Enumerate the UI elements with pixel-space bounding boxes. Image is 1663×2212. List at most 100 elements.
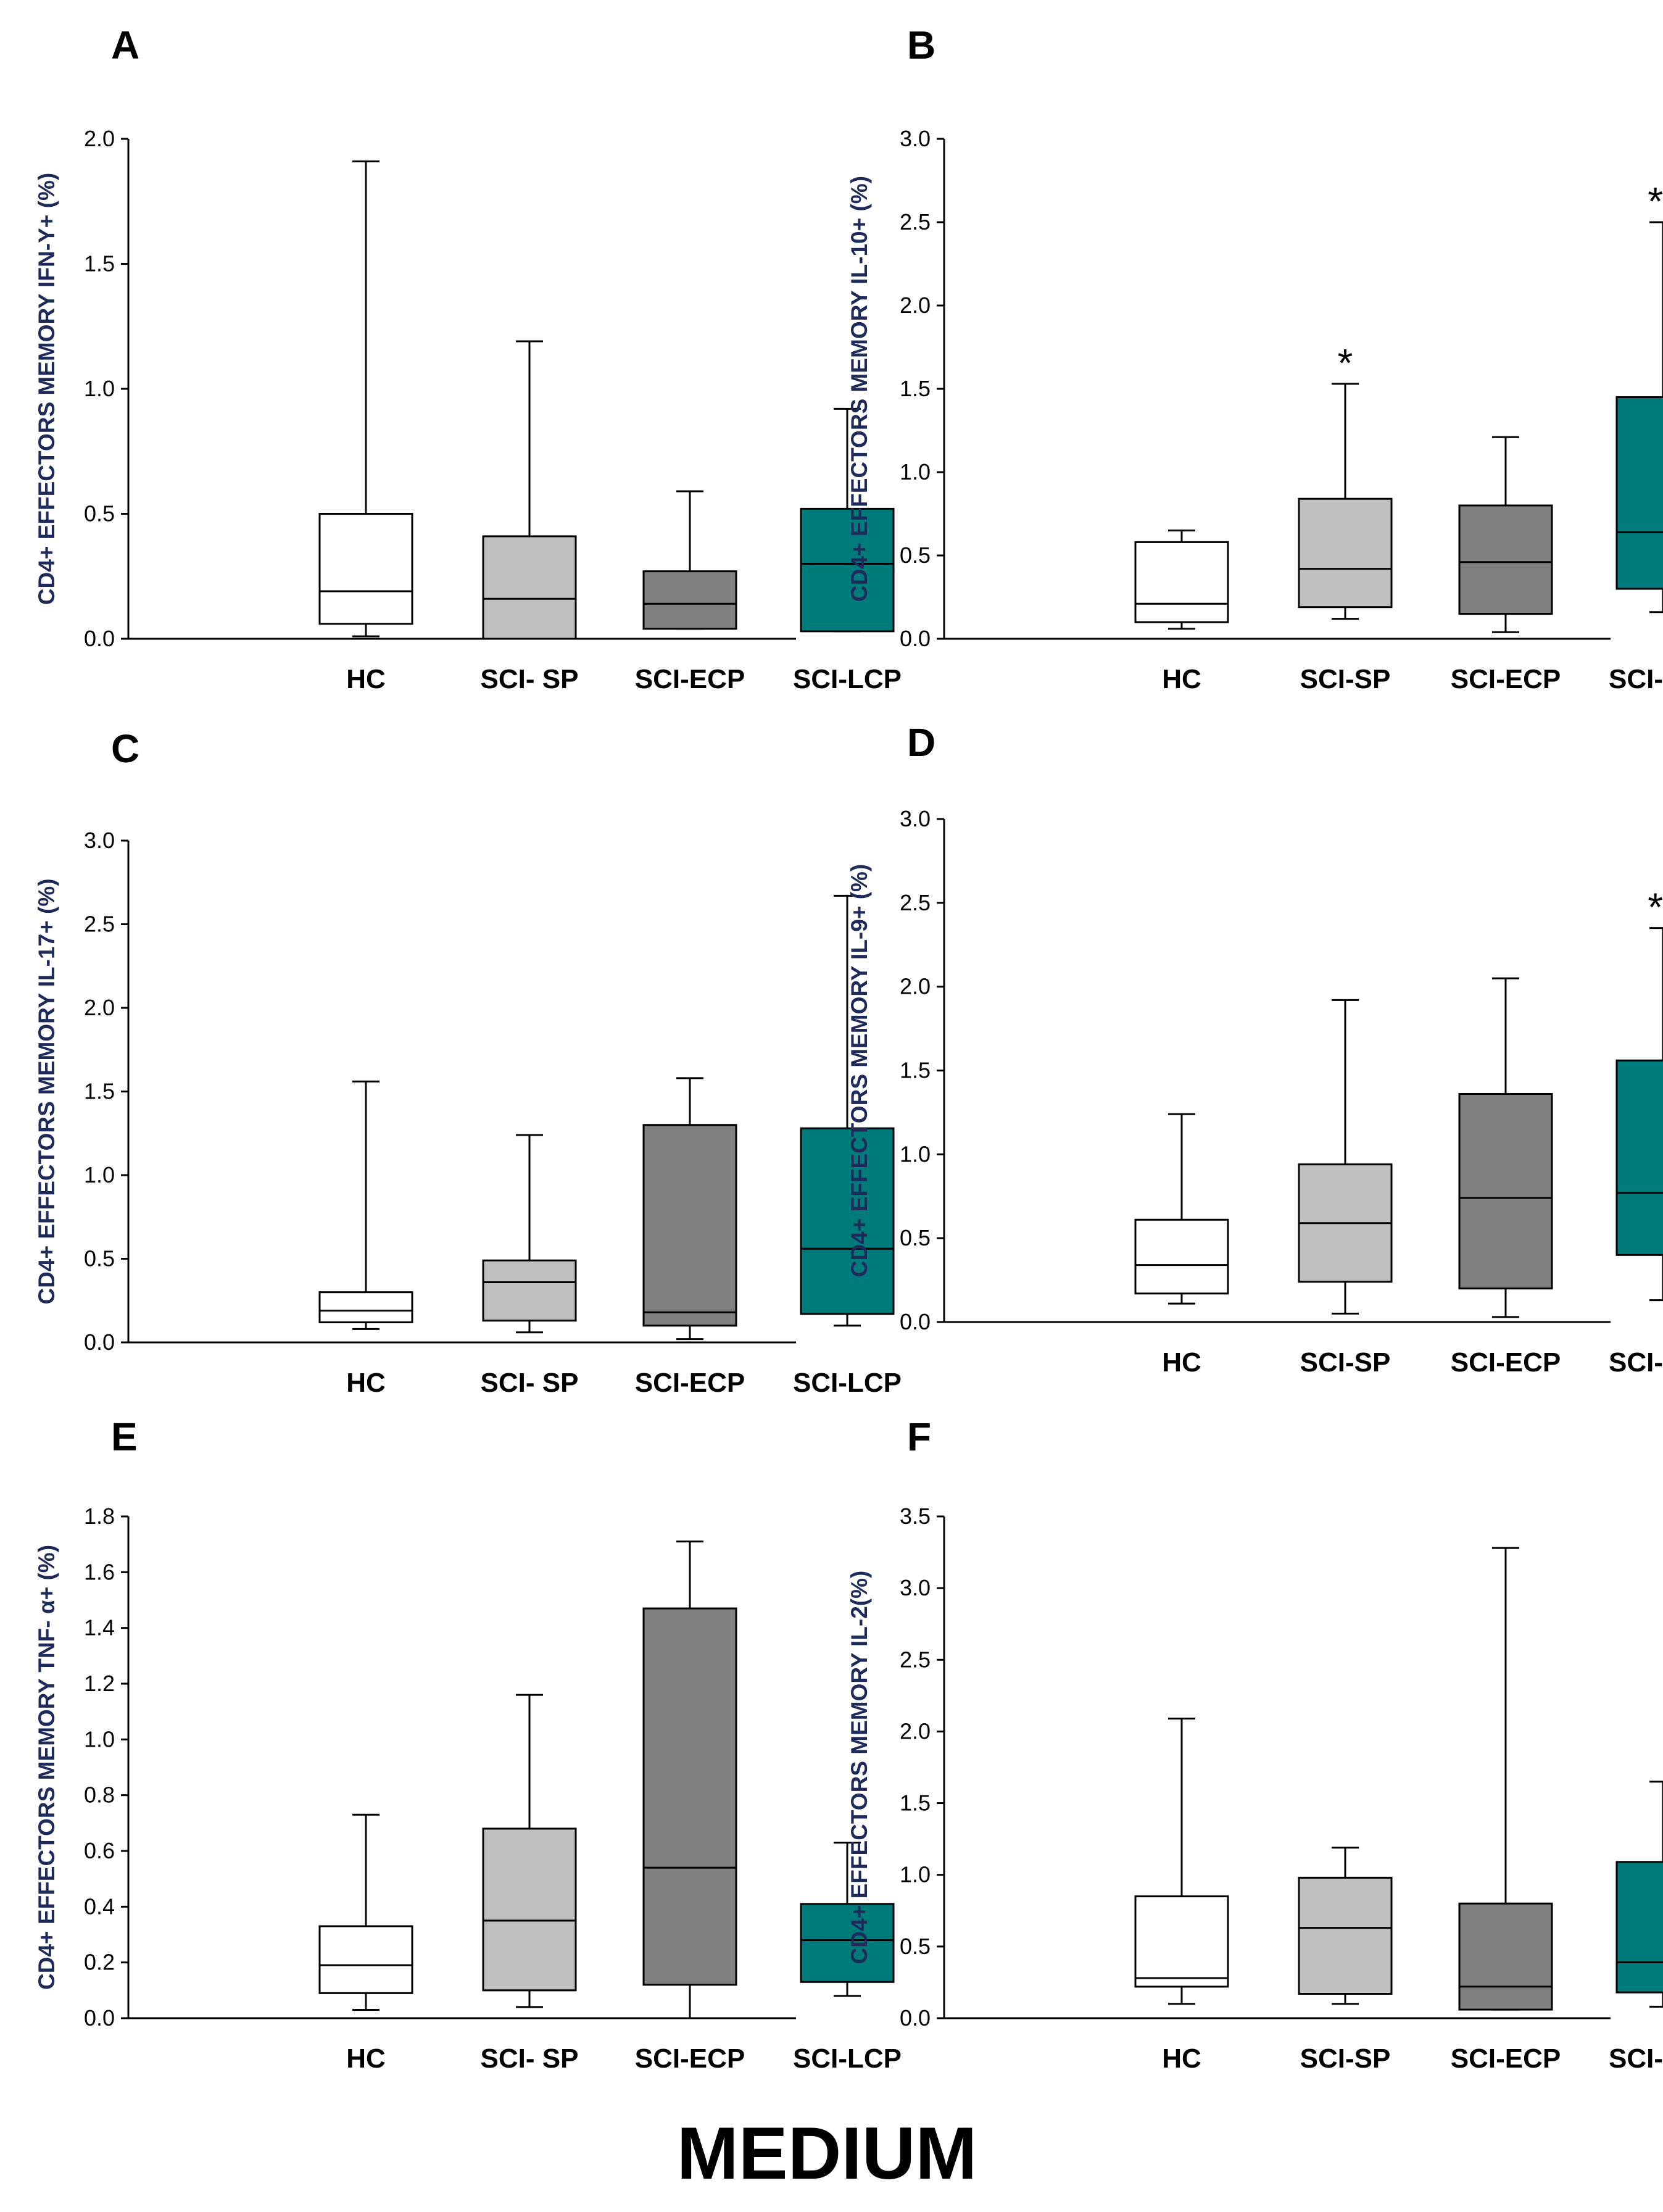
panel-e-sci-lcp-category-label: SCI-LCP	[793, 2044, 902, 2074]
panel-b-hc-box	[1134, 541, 1229, 623]
panel-e-y-tick-label: 1.4	[84, 1615, 115, 1640]
panel-c-sci-lcp-box	[800, 1127, 895, 1315]
panel-b-y-tick-label: 1.5	[900, 376, 931, 401]
panel-f-hc-box	[1134, 1895, 1229, 1988]
panel-d-sci-lcp-significance: **	[1648, 885, 1663, 929]
panel-c-hc-category-label: HC	[346, 1368, 386, 1398]
panel-a-sci-sp-category-label: SCI- SP	[481, 664, 579, 694]
panel-f-letter: F	[907, 1415, 931, 1459]
panel-b-y-tick-label: 2.0	[900, 293, 931, 318]
panel-d-y-tick-label: 1.5	[900, 1058, 931, 1083]
panel-e-y-tick-label: 0.2	[84, 1950, 115, 1975]
panel-f-y-tick-label: 2.5	[900, 1647, 931, 1672]
panel-b-sci-sp-category-label: SCI-SP	[1300, 664, 1391, 694]
panel-c-sci-lcp-category-label: SCI-LCP	[793, 1368, 902, 1398]
panel-f-hc-category-label: HC	[1162, 2044, 1201, 2074]
panel-a-y-axis-title: CD4+ EFFECTORS MEMORY IFN-Y+ (%)	[34, 173, 59, 605]
panel-b-sci-lcp-box	[1615, 396, 1663, 590]
panel-d-y-tick-label: 0.0	[900, 1309, 931, 1334]
panel-b-sci-sp-significance: *	[1338, 341, 1353, 385]
panel-a-hc-category-label: HC	[346, 664, 386, 694]
panel-f-y-tick-label: 2.0	[900, 1718, 931, 1744]
panel-c-y-tick-label: 0.5	[84, 1246, 115, 1271]
panel-a-y-tick-label: 1.0	[84, 376, 115, 401]
panel-b-sci-lcp-significance: **	[1648, 179, 1663, 223]
panel-e-y-tick-label: 0.8	[84, 1782, 115, 1808]
panel-b-y-tick-label: 3.0	[900, 126, 931, 151]
panel-c-y-tick-label: 3.0	[84, 828, 115, 853]
panel-f-y-tick-label: 3.5	[900, 1503, 931, 1529]
panel-d-hc-category-label: HC	[1162, 1347, 1201, 1378]
panel-a-letter: A	[111, 23, 139, 67]
panel-e-y-tick-label: 0.0	[84, 2005, 115, 2031]
panel-c-y-axis-title: CD4+ EFFECTORS MEMORY IL-17+ (%)	[34, 878, 59, 1304]
panel-d-hc-box	[1134, 1218, 1229, 1295]
panel-f-sci-ecp-box	[1458, 1902, 1553, 2011]
panel-a-hc-box	[318, 513, 413, 625]
panel-a-sci-sp-box	[482, 535, 577, 640]
panel-f-y-tick-label: 0.0	[900, 2005, 931, 2031]
panel-a-y-tick-label: 0.0	[84, 626, 115, 651]
panel-b-sci-sp-box	[1298, 497, 1393, 609]
panel-b-y-tick-label: 0.0	[900, 626, 931, 651]
panel-d-sci-lcp-box	[1615, 1059, 1663, 1256]
panel-b-y-tick-label: 1.0	[900, 459, 931, 484]
panel-d-sci-ecp-box	[1458, 1093, 1553, 1290]
panel-f-y-axis-title: CD4+ EFFECTORS MEMORY IL-2(%)	[847, 1571, 872, 1965]
panel-d-y-tick-label: 2.5	[900, 890, 931, 915]
panel-a-y-tick-label: 2.0	[84, 126, 115, 151]
panel-e-y-tick-label: 1.8	[84, 1503, 115, 1529]
panel-b-y-tick-label: 0.5	[900, 543, 931, 568]
footer-medium-label: MEDIUM	[677, 2112, 977, 2195]
panel-f-y-tick-label: 1.0	[900, 1862, 931, 1887]
panel-e-letter: E	[111, 1415, 138, 1459]
panel-d-sci-lcp-category-label: SCI-LCP	[1609, 1347, 1663, 1378]
panel-f-y-tick-label: 3.0	[900, 1575, 931, 1600]
panel-e-sci-ecp-box	[642, 1607, 737, 1986]
panel-a-sci-lcp-box	[800, 507, 895, 633]
panel-e-sci-lcp-box	[800, 1903, 895, 1983]
panel-e-sci-ecp-category-label: SCI-ECP	[635, 2044, 745, 2074]
panel-b-sci-ecp-category-label: SCI-ECP	[1451, 664, 1561, 694]
panel-d-y-tick-label: 0.5	[900, 1225, 931, 1250]
panel-e-sci-sp-box	[482, 1827, 577, 1992]
panel-b-hc-category-label: HC	[1162, 664, 1201, 694]
panel-c-y-tick-label: 1.0	[84, 1162, 115, 1187]
panel-b-y-tick-label: 2.5	[900, 209, 931, 235]
panel-a-y-tick-label: 1.5	[84, 251, 115, 276]
panel-c-sci-sp-box	[482, 1259, 577, 1322]
panel-a-y-tick-label: 0.5	[84, 501, 115, 526]
panel-d-sci-sp-category-label: SCI-SP	[1300, 1347, 1391, 1378]
panel-f-sci-sp-box	[1298, 1876, 1393, 1995]
panel-e-y-axis-title: CD4+ EFFECTORS MEMORY TNF- α+ (%)	[34, 1545, 59, 1990]
panel-c-sci-ecp-box	[642, 1124, 737, 1327]
panel-c-y-tick-label: 0.0	[84, 1329, 115, 1355]
panel-e-y-tick-label: 1.2	[84, 1671, 115, 1696]
panel-e-y-tick-label: 1.6	[84, 1559, 115, 1584]
panel-d-y-tick-label: 2.0	[900, 974, 931, 999]
panel-b-y-axis-title: CD4+ EFFECTORS MEMORY IL-10+ (%)	[847, 176, 872, 602]
panel-f-sci-ecp-category-label: SCI-ECP	[1451, 2044, 1561, 2074]
panel-c-letter: C	[111, 726, 139, 771]
panel-f-sci-lcp-box	[1615, 1861, 1663, 1994]
panel-f-y-tick-label: 1.5	[900, 1790, 931, 1816]
panel-e-y-tick-label: 0.6	[84, 1838, 115, 1863]
panel-c-sci-ecp-category-label: SCI-ECP	[635, 1368, 745, 1398]
panel-d-sci-ecp-category-label: SCI-ECP	[1451, 1347, 1561, 1378]
panel-d-y-tick-label: 3.0	[900, 806, 931, 831]
panel-c-y-tick-label: 2.0	[84, 995, 115, 1020]
panel-c-sci-sp-category-label: SCI- SP	[481, 1368, 579, 1398]
panel-d-y-tick-label: 1.0	[900, 1141, 931, 1166]
panel-e-y-tick-label: 0.4	[84, 1894, 115, 1919]
panel-e-hc-category-label: HC	[346, 2044, 386, 2074]
panel-c-hc-box	[318, 1291, 413, 1323]
panel-e-sci-sp-category-label: SCI- SP	[481, 2044, 579, 2074]
panel-e-y-tick-label: 1.0	[84, 1726, 115, 1752]
panel-d-letter: D	[907, 720, 935, 765]
panel-b-sci-ecp-box	[1458, 504, 1553, 615]
panel-f-y-tick-label: 0.5	[900, 1934, 931, 1959]
panel-c-y-tick-label: 1.5	[84, 1079, 115, 1104]
panel-f-sci-sp-category-label: SCI-SP	[1300, 2044, 1391, 2074]
panel-e-hc-box	[318, 1925, 413, 1994]
panel-b-sci-lcp-category-label: SCI-LCP	[1609, 664, 1663, 694]
